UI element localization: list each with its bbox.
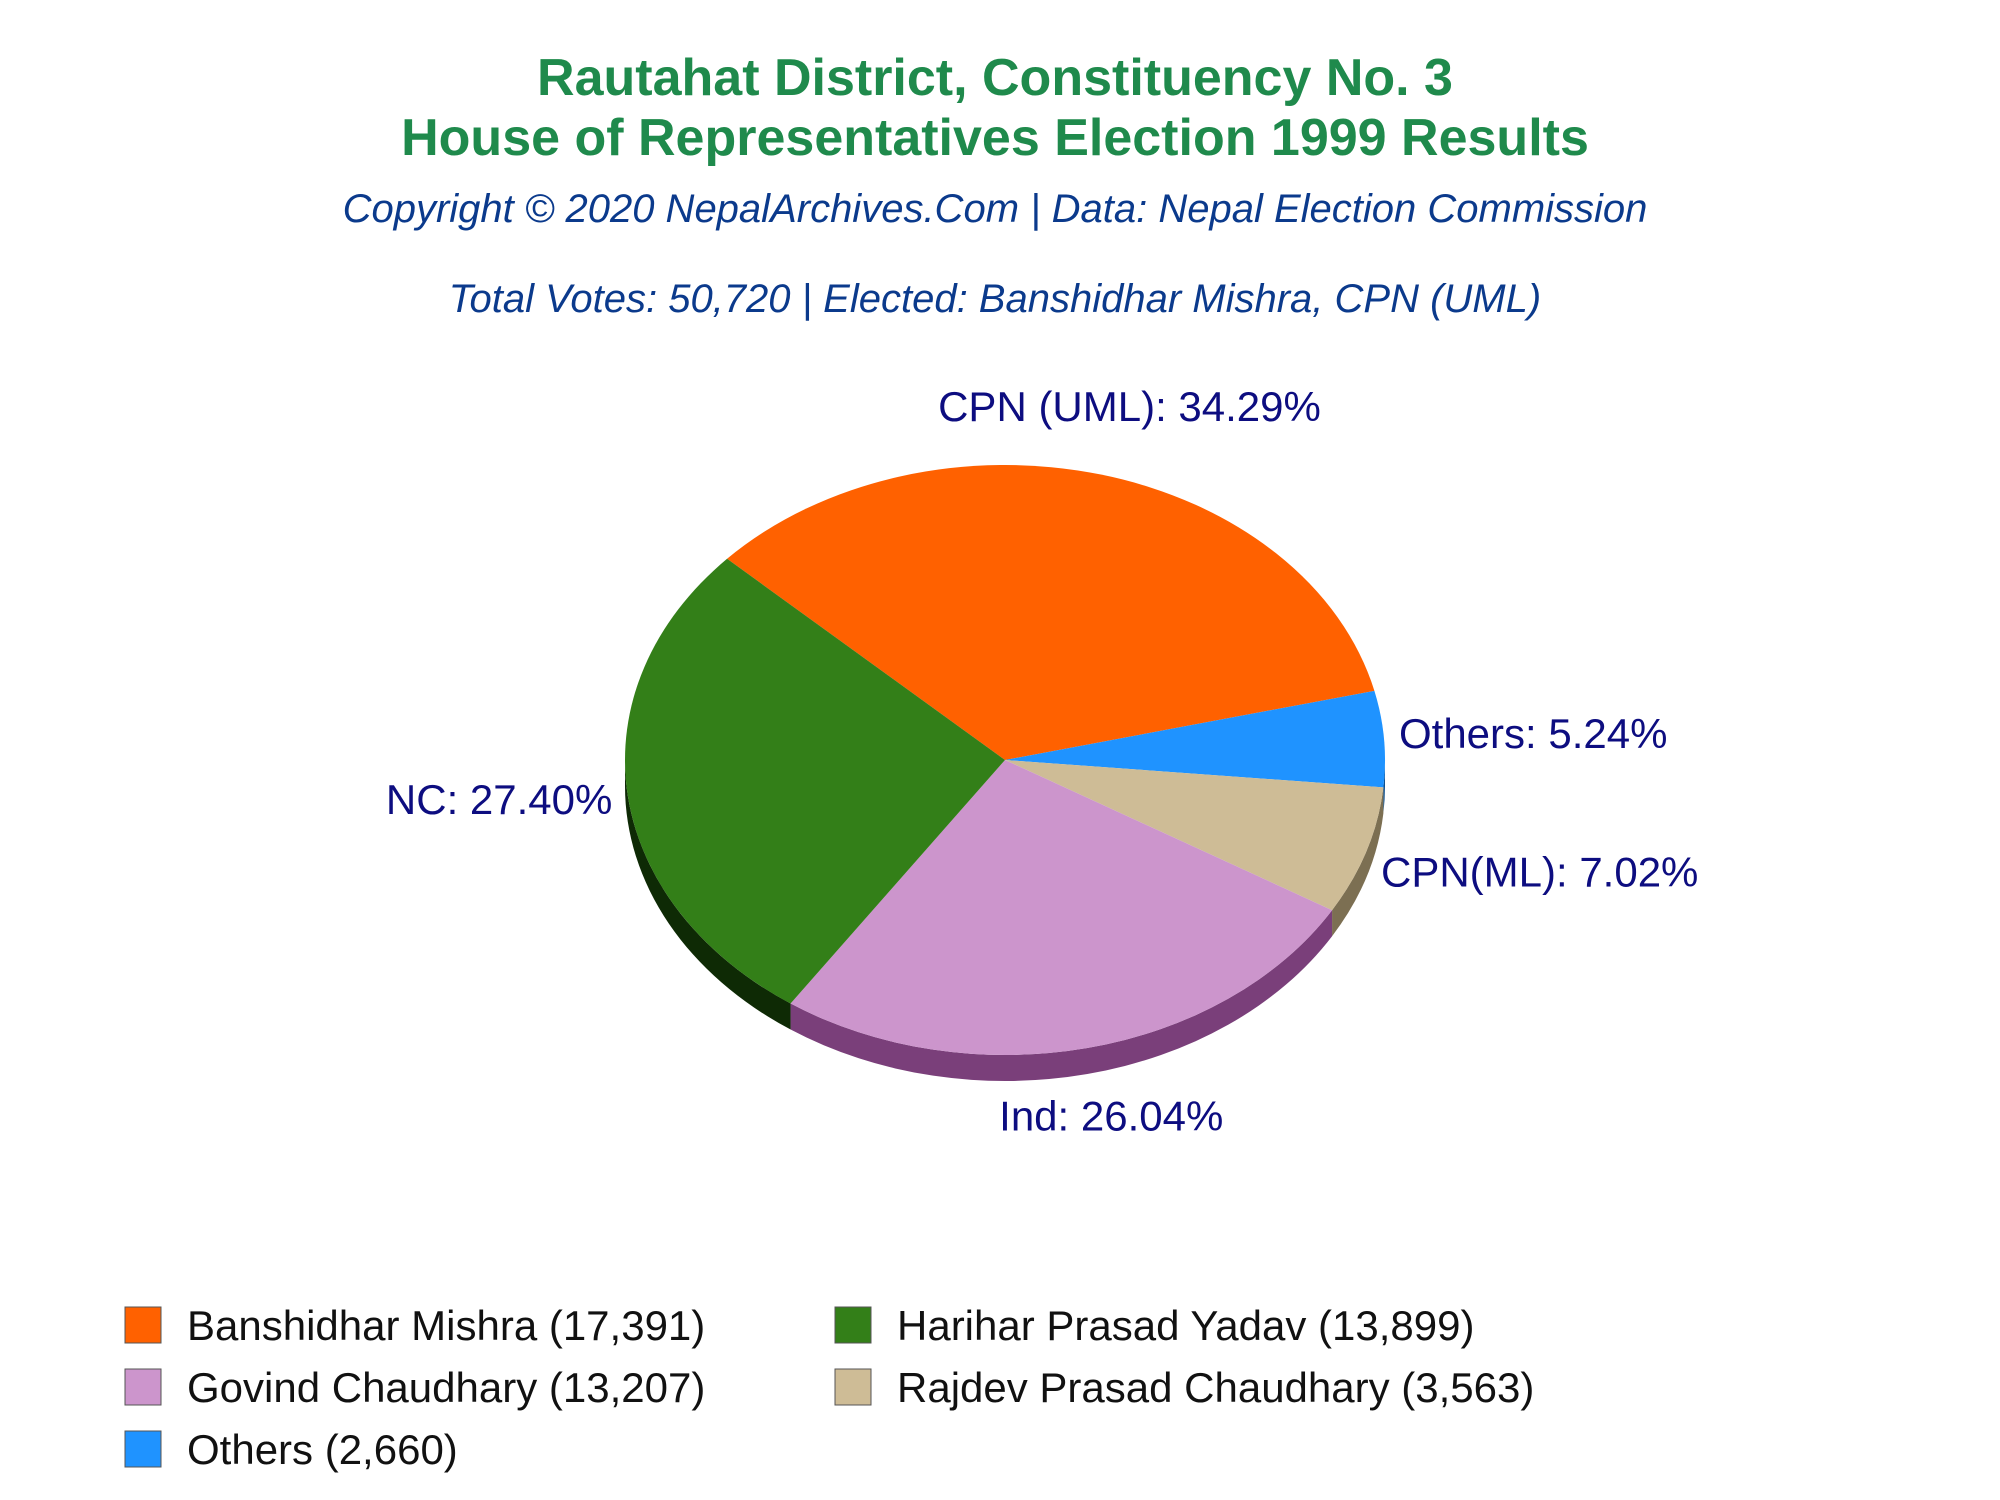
pie-slice-label-0: CPN (UML): 34.29%: [938, 383, 1321, 430]
pie-slices: [624, 464, 1386, 1055]
legend-swatch-0: [124, 1306, 162, 1344]
legend-swatch-4: [124, 1430, 162, 1468]
pie-side-1: [1383, 760, 1385, 814]
legend-entry-1: Harihar Prasad Yadav (13,899): [897, 1302, 1474, 1349]
pie-side-2: [1332, 787, 1384, 937]
legend-swatch-1: [834, 1306, 872, 1344]
pie-slice-labels: CPN (UML): 34.29% Others: 5.24% CPN(ML): 7…: [386, 383, 1698, 1139]
chart-title-line2: House of Representatives Election 1999 R…: [401, 109, 1589, 167]
chart-title-line1: Rautahat District, Constituency No. 3: [537, 49, 1453, 107]
legend-entry-0: Banshidhar Mishra (17,391): [187, 1302, 705, 1349]
pie-slice-1: [1005, 690, 1386, 788]
copyright-text: Copyright © 2020 NepalArchives.Com | Dat…: [343, 187, 1648, 231]
legend-entry-2: Govind Chaudhary (13,207): [187, 1364, 705, 1411]
legend-entry-3: Rajdev Prasad Chaudhary (3,563): [897, 1364, 1534, 1411]
pie-slice-3: [790, 760, 1333, 1055]
pie-slice-label-4: NC: 27.40%: [386, 776, 612, 823]
pie-slice-label-3: Ind: 26.04%: [999, 1092, 1223, 1139]
legend-entry-4: Others (2,660): [187, 1426, 458, 1473]
pie-slice-2: [1005, 760, 1384, 911]
chart-legend: Banshidhar Mishra (17,391) Harihar Prasad…: [124, 1302, 1534, 1473]
summary-text: Total Votes: 50,720 | Elected: Banshidha…: [449, 277, 1541, 321]
pie-slice-label-1: Others: 5.24%: [1399, 710, 1667, 757]
pie-side-4: [625, 760, 791, 1030]
pie-slice-label-2: CPN(ML): 7.02%: [1381, 849, 1698, 896]
legend-swatch-3: [834, 1368, 872, 1406]
pie-slice-0: [727, 464, 1375, 760]
pie-3d-sides: [625, 760, 1385, 1082]
legend-swatch-2: [124, 1368, 162, 1406]
pie-side-3: [790, 910, 1333, 1082]
pie-slice-4: [624, 558, 1005, 1004]
